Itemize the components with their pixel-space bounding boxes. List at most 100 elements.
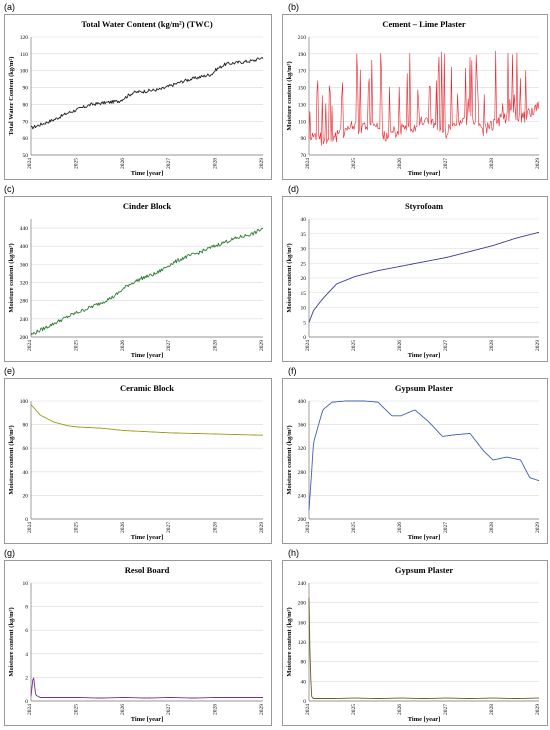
chart-g-xtick-label: 2027 (166, 704, 172, 715)
chart-g-ylabel: Moisture content (kg/m³) (8, 607, 15, 676)
chart-a-ytick-label: 110 (20, 52, 28, 58)
chart-b-ytick-label: 110 (298, 119, 306, 125)
chart-b-xtick-label: 2027 (443, 158, 449, 169)
chart-d-panel-label: (d) (288, 184, 299, 194)
chart-g-ytick-label: 10 (23, 581, 29, 587)
chart-c-xtick-label: 2026 (120, 340, 126, 351)
chart-c-panel-label: (c) (4, 184, 15, 194)
chart-d-ytick-label: 0 (303, 335, 306, 341)
chart-e-panel-label: (e) (4, 366, 15, 376)
chart-h-xtick-label: 2026 (397, 704, 403, 715)
chart-g-xtick-label: 2025 (73, 704, 79, 715)
chart-g-ytick-label: 0 (25, 699, 28, 705)
chart-b-ytick-label: 150 (298, 86, 307, 92)
chart-e-xtick-label: 2026 (120, 522, 126, 533)
chart-g-xtick-label: 2028 (213, 704, 219, 715)
chart-b-title: Cement – Lime Plaster (382, 19, 466, 29)
chart-a-ytick-label: 100 (20, 69, 29, 75)
chart-e-ytick-label: 40 (23, 470, 29, 476)
chart-a-ytick-label: 70 (23, 119, 29, 125)
chart-c-ytick-label: 320 (20, 281, 29, 287)
chart-a-series-line (30, 57, 264, 130)
chart-a-ylabel: Total Water Content (kg/m²) (8, 57, 15, 136)
chart-c-ytick-label: 200 (20, 335, 29, 341)
chart-h-ytick-label: 80 (301, 660, 307, 666)
chart-h-xlabel: Time [year] (408, 716, 441, 723)
chart-e-xtick-label: 2028 (213, 522, 219, 533)
chart-b-xtick-label: 2029 (535, 158, 541, 169)
chart-c-ytick-label: 280 (20, 299, 29, 305)
chart-a-panel-label: (a) (4, 2, 15, 12)
chart-b-xtick-label: 2028 (489, 158, 495, 169)
chart-d-xtick-label: 2025 (351, 340, 357, 351)
chart-g-xtick-label: 2026 (120, 704, 126, 715)
chart-b-xtick-label: 2024 (305, 158, 311, 169)
chart-f-ytick-label: 200 (298, 517, 307, 523)
chart-f-xlabel: Time [year] (408, 534, 441, 541)
chart-e-ytick-label: 100 (20, 399, 29, 405)
chart-h-series-line (308, 597, 539, 699)
chart-g-panel-label: (g) (4, 548, 15, 558)
chart-h: Gypsum Plaster 0 40 80 120 160 200 240 2024 2025 2… (282, 560, 548, 726)
chart-a-xtick-label: 2027 (166, 158, 172, 169)
chart-c-series-line (30, 227, 264, 336)
chart-h-ytick-label: 120 (298, 640, 307, 646)
chart-d-ytick-label: 40 (301, 217, 307, 223)
chart-a: Total Water Content (kg/m²) (TWC) 50 60 70 8… (4, 14, 272, 180)
chart-b-panel-label: (b) (288, 2, 299, 12)
chart-g: Resol Board 0 2 4 6 8 10 2024 2025 2026 2027 2028 20… (4, 560, 272, 726)
chart-h-ytick-label: 160 (298, 620, 307, 626)
chart-c-xtick-label: 2028 (213, 340, 219, 351)
chart-f-title: Gypsum Plaster (395, 383, 454, 393)
chart-d-ytick-label: 35 (301, 232, 307, 238)
chart-a-ytick-label: 60 (23, 136, 29, 142)
chart-c-svg: Cinder Block 200 240 280 320 360 400 440 2024 202… (8, 201, 265, 359)
chart-g-xlabel: Time [year] (131, 716, 164, 723)
chart-f-ytick-label: 240 (298, 493, 307, 499)
chart-h-title: Gypsum Plaster (395, 565, 454, 575)
chart-e-ytick-label: 0 (25, 517, 28, 523)
chart-a-ytick-label: 50 (23, 153, 29, 159)
chart-e-xtick-label: 2029 (259, 522, 265, 533)
chart-c-ytick-label: 400 (20, 244, 29, 250)
chart-a-svg: Total Water Content (kg/m²) (TWC) 50 60 70 8… (8, 19, 265, 177)
chart-g-ytick-label: 4 (25, 652, 28, 658)
chart-a-xtick-label: 2025 (73, 158, 79, 169)
chart-h-ytick-label: 0 (303, 699, 306, 705)
chart-d: Styrofoam 0 5 10 15 20 25 30 35 40 2024 2025 2026 202… (282, 196, 548, 362)
chart-h-ytick-label: 240 (298, 581, 307, 587)
chart-a-xtick-label: 2026 (120, 158, 126, 169)
chart-c-ylabel: Moisture content (kg/m³) (8, 243, 15, 312)
chart-g-ytick-label: 8 (25, 605, 28, 611)
chart-e-title: Ceramic Block (120, 383, 174, 393)
chart-c-xtick-label: 2025 (73, 340, 79, 351)
chart-d-xlabel: Time [year] (408, 352, 441, 359)
chart-d-series-line (308, 231, 540, 323)
chart-b-ytick-label: 70 (301, 153, 307, 159)
chart-c-ytick-label: 240 (20, 317, 29, 323)
chart-f: Gypsum Plaster 200 240 280 320 360 400 2024 2025… (282, 378, 548, 544)
chart-f-ylabel: Moisture content (kg/m³) (286, 425, 293, 494)
chart-h-xtick-label: 2024 (305, 704, 311, 715)
chart-d-ytick-label: 30 (301, 247, 307, 253)
chart-e-ytick-label: 80 (23, 423, 29, 429)
chart-g-xtick-label: 2024 (27, 704, 33, 715)
chart-e-ylabel: Moisture content (kg/m³) (8, 425, 15, 494)
chart-a-xtick-label: 2024 (27, 158, 33, 169)
chart-e-series-line (30, 404, 263, 436)
chart-c-ytick-label: 440 (20, 226, 29, 232)
chart-d-ytick-label: 25 (301, 261, 307, 267)
chart-d-title: Styrofoam (405, 201, 443, 211)
chart-d-ytick-label: 10 (301, 306, 307, 312)
chart-c-xtick-label: 2029 (259, 340, 265, 351)
chart-f-xtick-label: 2026 (397, 522, 403, 533)
chart-b-ytick-label: 210 (298, 35, 307, 41)
chart-f-xtick-label: 2029 (535, 522, 541, 533)
chart-h-xtick-label: 2028 (489, 704, 495, 715)
chart-d-ytick-label: 15 (301, 291, 307, 297)
chart-f-svg: Gypsum Plaster 200 240 280 320 360 400 2024 2025… (286, 383, 541, 541)
chart-e-xtick-label: 2025 (73, 522, 79, 533)
chart-f-xtick-label: 2028 (489, 522, 495, 533)
chart-g-series-line (30, 677, 263, 699)
